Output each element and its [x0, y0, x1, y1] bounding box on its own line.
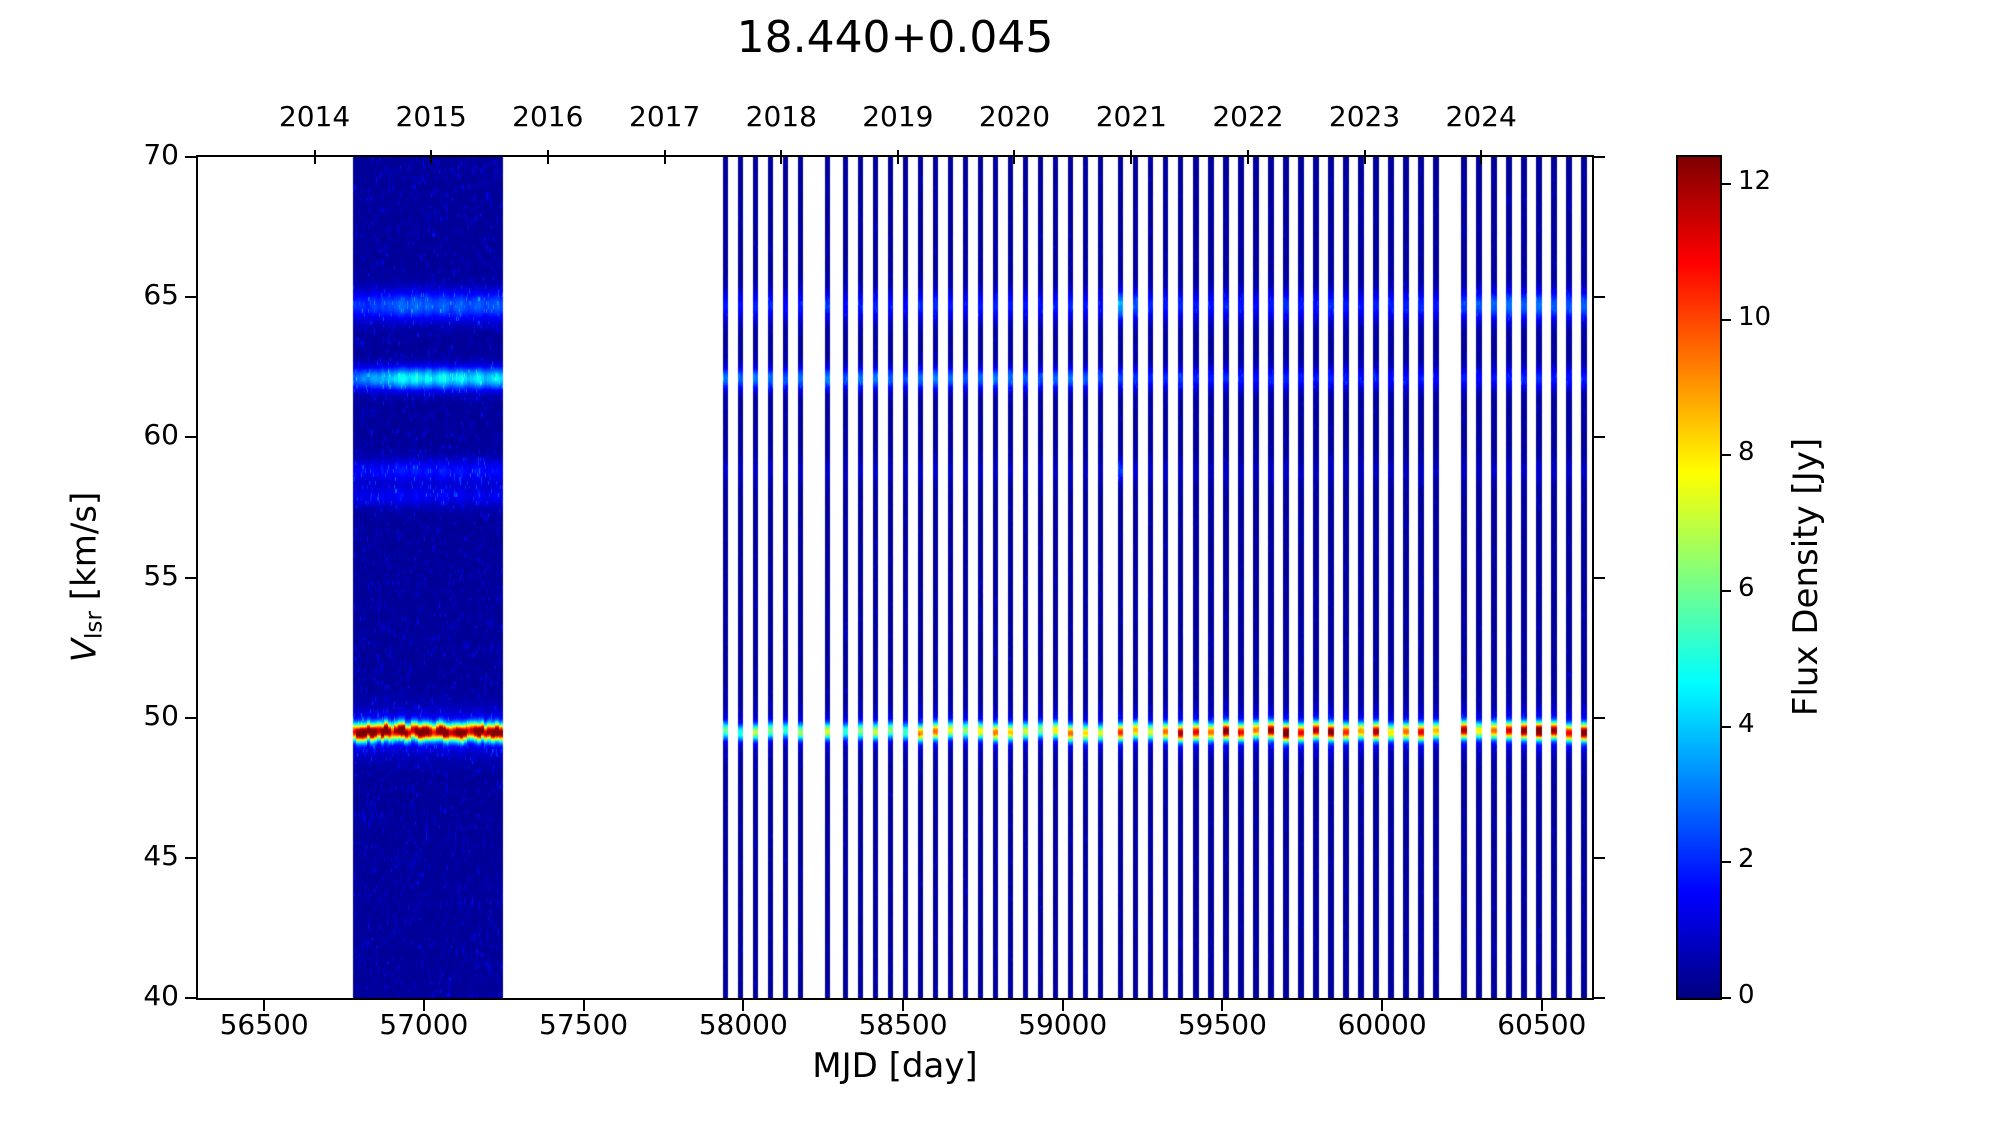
colorbar-tick-label: 12 — [1738, 166, 1772, 197]
year-tick-label: 2015 — [395, 100, 467, 133]
y-tick-right — [1592, 856, 1605, 859]
y-tick-right — [1592, 716, 1605, 719]
x-tick-label: 57500 — [539, 1008, 629, 1041]
y-tick-label: 55 — [143, 558, 179, 592]
x-tick-label: 60500 — [1497, 1008, 1587, 1041]
spectrogram-canvas — [198, 157, 1592, 998]
plot-title: 18.440+0.045 — [736, 12, 1054, 63]
x-tick-label: 59000 — [1018, 1008, 1108, 1041]
y-tick-left — [185, 856, 198, 859]
y-axis-subscript: lsr — [81, 611, 108, 640]
x-tick-label: 60000 — [1337, 1008, 1427, 1041]
y-tick-left — [185, 296, 198, 299]
year-tick-label: 2017 — [629, 100, 701, 133]
colorbar-tick — [1720, 997, 1731, 999]
colorbar-canvas — [1678, 157, 1720, 998]
colorbar-tick — [1720, 725, 1731, 728]
y-axis-units: [km/s] — [64, 491, 105, 612]
y-axis-variable: V — [64, 639, 105, 663]
colorbar-tick — [1720, 454, 1731, 457]
year-tick — [1246, 150, 1249, 164]
year-tick — [313, 150, 316, 164]
year-tick — [1480, 150, 1483, 164]
year-tick — [1013, 150, 1016, 164]
colorbar-tick-label: 2 — [1738, 844, 1755, 875]
year-tick-label: 2021 — [1095, 100, 1167, 133]
y-tick-label: 45 — [143, 838, 179, 872]
colorbar-label: Flux Density [Jy] — [1786, 437, 1826, 717]
y-tick-label: 65 — [143, 278, 179, 312]
x-tick-label: 58500 — [858, 1008, 948, 1041]
y-tick-label: 50 — [143, 698, 179, 732]
year-tick — [780, 150, 783, 164]
x-tick — [582, 998, 585, 1011]
colorbar-tick-label: 0 — [1738, 980, 1755, 1010]
plot-frame — [196, 155, 1594, 1000]
year-tick — [896, 150, 899, 164]
y-tick-right — [1592, 156, 1605, 158]
year-tick — [1130, 150, 1133, 164]
y-tick-left — [185, 716, 198, 719]
y-axis-label: Vlsr [km/s] — [65, 492, 108, 663]
x-tick-label: 56500 — [219, 1008, 309, 1041]
year-tick-label: 2014 — [278, 100, 351, 133]
y-tick-left — [185, 997, 198, 999]
y-tick-left — [185, 436, 198, 439]
year-tick-label: 2019 — [862, 100, 934, 133]
colorbar-tick-label: 10 — [1738, 301, 1772, 332]
y-tick-label: 60 — [143, 418, 179, 452]
y-tick-right — [1592, 997, 1605, 999]
year-tick — [1363, 150, 1366, 164]
x-tick-label: 59500 — [1177, 1008, 1267, 1041]
year-tick-label: 2016 — [512, 100, 584, 133]
year-tick-label: 2018 — [745, 100, 817, 133]
x-tick-label: 58000 — [698, 1008, 788, 1041]
year-tick-label: 2020 — [978, 100, 1051, 133]
x-tick — [263, 998, 266, 1011]
year-tick-label: 2022 — [1212, 100, 1284, 133]
x-axis-label: MJD [day] — [812, 1046, 978, 1086]
y-tick-right — [1592, 576, 1605, 579]
colorbar-tick-label: 6 — [1738, 573, 1755, 604]
colorbar-tick — [1720, 183, 1731, 186]
year-tick — [546, 150, 549, 164]
x-tick — [901, 998, 904, 1011]
y-tick-left — [185, 156, 198, 158]
year-tick — [430, 150, 433, 164]
year-tick-label: 2023 — [1328, 100, 1401, 133]
y-tick-left — [185, 576, 198, 579]
year-tick — [663, 150, 666, 164]
colorbar-tick — [1720, 590, 1731, 593]
x-tick — [1540, 998, 1543, 1011]
y-tick-right — [1592, 436, 1605, 439]
colorbar-frame — [1676, 155, 1722, 1000]
x-tick — [1061, 998, 1064, 1011]
x-tick — [422, 998, 425, 1011]
x-tick — [1221, 998, 1224, 1011]
x-tick — [1381, 998, 1384, 1011]
x-tick-label: 57000 — [379, 1008, 469, 1041]
year-tick-label: 2024 — [1445, 100, 1517, 133]
y-tick-label: 70 — [143, 138, 179, 171]
x-tick — [742, 998, 745, 1011]
colorbar-tick-label: 8 — [1738, 437, 1755, 468]
colorbar-tick — [1720, 318, 1731, 321]
y-tick-label: 40 — [143, 979, 179, 1012]
colorbar-tick — [1720, 861, 1731, 864]
y-tick-right — [1592, 296, 1605, 299]
colorbar-tick-label: 4 — [1738, 708, 1755, 739]
